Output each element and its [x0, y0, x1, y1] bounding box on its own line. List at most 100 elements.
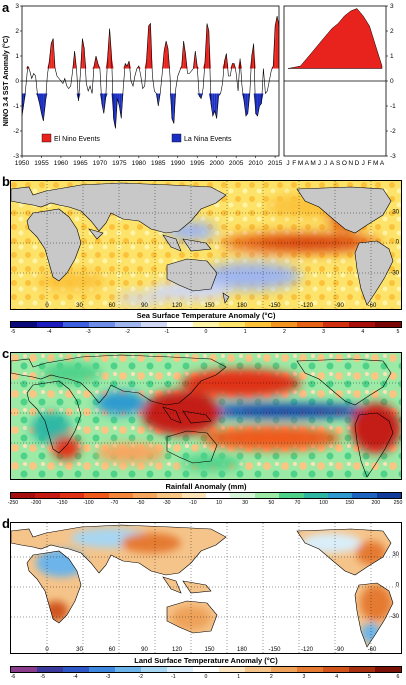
colorbar-segment — [59, 493, 85, 498]
el-nino-fill — [224, 53, 227, 69]
colorbar-tick-label: -3 — [105, 674, 111, 680]
y-tick-label: 3 — [390, 3, 394, 10]
y-tick-label: 0 — [15, 78, 19, 85]
colorbar-segment — [11, 667, 37, 672]
colorbar-segment — [297, 322, 323, 327]
month-label: N — [348, 160, 353, 167]
legend-swatch — [171, 133, 182, 143]
x-tick-label: 1980 — [132, 160, 147, 167]
y-tick-label: -3 — [13, 153, 19, 160]
longitude-label: -90 — [335, 647, 344, 653]
colorbar-segment — [37, 322, 63, 327]
land-temperature-colorbar-ticks: -6 -5 -4 -3 -2 -1 0 1 2 3 4 5 6 — [10, 674, 402, 683]
longitude-label: 0 — [45, 303, 49, 309]
colorbar-segment — [352, 493, 377, 498]
y-tick-label: 3 — [15, 3, 19, 10]
y-tick-label: 1 — [15, 53, 19, 60]
rainfall-colorbar — [10, 492, 402, 499]
month-label: A — [330, 160, 335, 167]
longitude-label: -150 — [268, 303, 281, 309]
month-label: M — [373, 160, 378, 167]
colorbar-segment — [167, 667, 193, 672]
month-label: F — [367, 160, 371, 167]
colorbar-tick-label: -2 — [125, 329, 130, 335]
colorbar-segment — [115, 667, 141, 672]
el-nino-fill — [206, 23, 209, 69]
colorbar-segment — [327, 493, 353, 498]
colorbar-segment — [323, 322, 349, 327]
la-nina-fill — [208, 93, 211, 104]
panel-letter-b: b — [2, 174, 10, 189]
colorbar-tick-label: -1 — [164, 329, 170, 335]
x-tick-label: 1950 — [15, 160, 30, 167]
colorbar-segment — [206, 493, 231, 498]
colorbar-segment — [63, 322, 89, 327]
colorbar-segment — [108, 493, 133, 498]
la-nina-fill — [197, 93, 200, 96]
el-nino-fill — [148, 23, 151, 69]
colorbar-tick-label: 30 — [242, 500, 249, 506]
la-nina-fill — [35, 93, 38, 96]
colorbar-tick-label: -1 — [171, 674, 176, 680]
y-tick-label: 2 — [390, 28, 394, 35]
colorbar-segment — [349, 322, 375, 327]
colorbar-segment — [193, 667, 219, 672]
y-tick-label: -1 — [13, 103, 19, 110]
la-nina-fill — [255, 93, 258, 116]
y-axis-label: NINO 3.4 SST Anomaly (°C) — [2, 36, 10, 126]
longitude-label: 0 — [45, 647, 49, 653]
colorbar-segment — [132, 493, 158, 498]
longitude-label: -150 — [268, 647, 281, 653]
month-label: F — [292, 160, 296, 167]
colorbar-tick-label: 5 — [396, 329, 400, 335]
colorbar-segment — [115, 322, 141, 327]
colorbar-segment — [167, 322, 193, 327]
la-nina-fill — [245, 93, 248, 116]
coastlines — [11, 354, 394, 478]
longitude-label: 120 — [172, 303, 183, 309]
sst-colorbar-ticks: -5 -4 -3 -2 -1 0 1 2 3 4 5 — [10, 329, 402, 338]
colorbar-tick-label: -5 — [40, 674, 45, 680]
longitude-label: 180 — [237, 303, 248, 309]
x-tick-label: 2005 — [229, 160, 244, 167]
latitude-label: 30 — [392, 552, 399, 558]
latitude-label: 0 — [396, 239, 400, 245]
composite-area — [287, 8, 383, 69]
colorbar-tick-label: -6 — [10, 674, 16, 680]
colorbar-tick-label: 150 — [345, 500, 355, 506]
el-nino-fill — [95, 56, 98, 69]
colorbar-tick-label: 1 — [243, 329, 247, 335]
panel-letter-c: c — [2, 346, 10, 361]
colorbar-segment — [323, 667, 349, 672]
x-tick-label: 2000 — [209, 160, 224, 167]
x-tick-label: 2015 — [268, 160, 282, 167]
colorbar-segment — [245, 322, 271, 327]
longitude-label: -60 — [368, 303, 377, 309]
la-nina-fill — [117, 93, 120, 106]
colorbar-segment — [84, 493, 109, 498]
colorbar-segment — [271, 322, 297, 327]
colorbar-segment — [376, 493, 401, 498]
land-temperature-anomaly-map: 0 30 60 90 120 150 180 -150 -120 -90 -60 30 0 -30 — [10, 522, 402, 654]
y-tick-label: -1 — [390, 103, 396, 110]
month-label: A — [305, 160, 310, 167]
longitude-label: 90 — [141, 647, 148, 653]
latitude-label: 0 — [396, 582, 400, 588]
x-tick-label: 1975 — [112, 160, 127, 167]
month-label: S — [336, 160, 341, 167]
la-nina-fill — [39, 93, 42, 114]
rainfall-colorbar-title: Rainfall Anomaly (mm) — [165, 482, 247, 491]
longitude-label: 60 — [109, 303, 116, 309]
el-nino-fill — [125, 63, 128, 69]
colorbar-tick-label: 200 — [371, 500, 381, 506]
y-tick-label: -2 — [390, 128, 396, 135]
colorbar-tick-label: 1 — [237, 674, 241, 680]
longitude-label: 60 — [109, 647, 116, 653]
y-tick-label: 1 — [390, 53, 394, 60]
colorbar-tick-label: -150 — [57, 500, 68, 506]
rainfall-colorbar-ticks: -250 -200 -150 -100 -70 -50 -30 -10 10 30 50 70 100 1… — [8, 500, 403, 509]
colorbar-segment — [245, 667, 271, 672]
month-label: J — [286, 160, 289, 167]
nino-index-line — [21, 15, 280, 129]
month-label: J — [324, 160, 327, 167]
